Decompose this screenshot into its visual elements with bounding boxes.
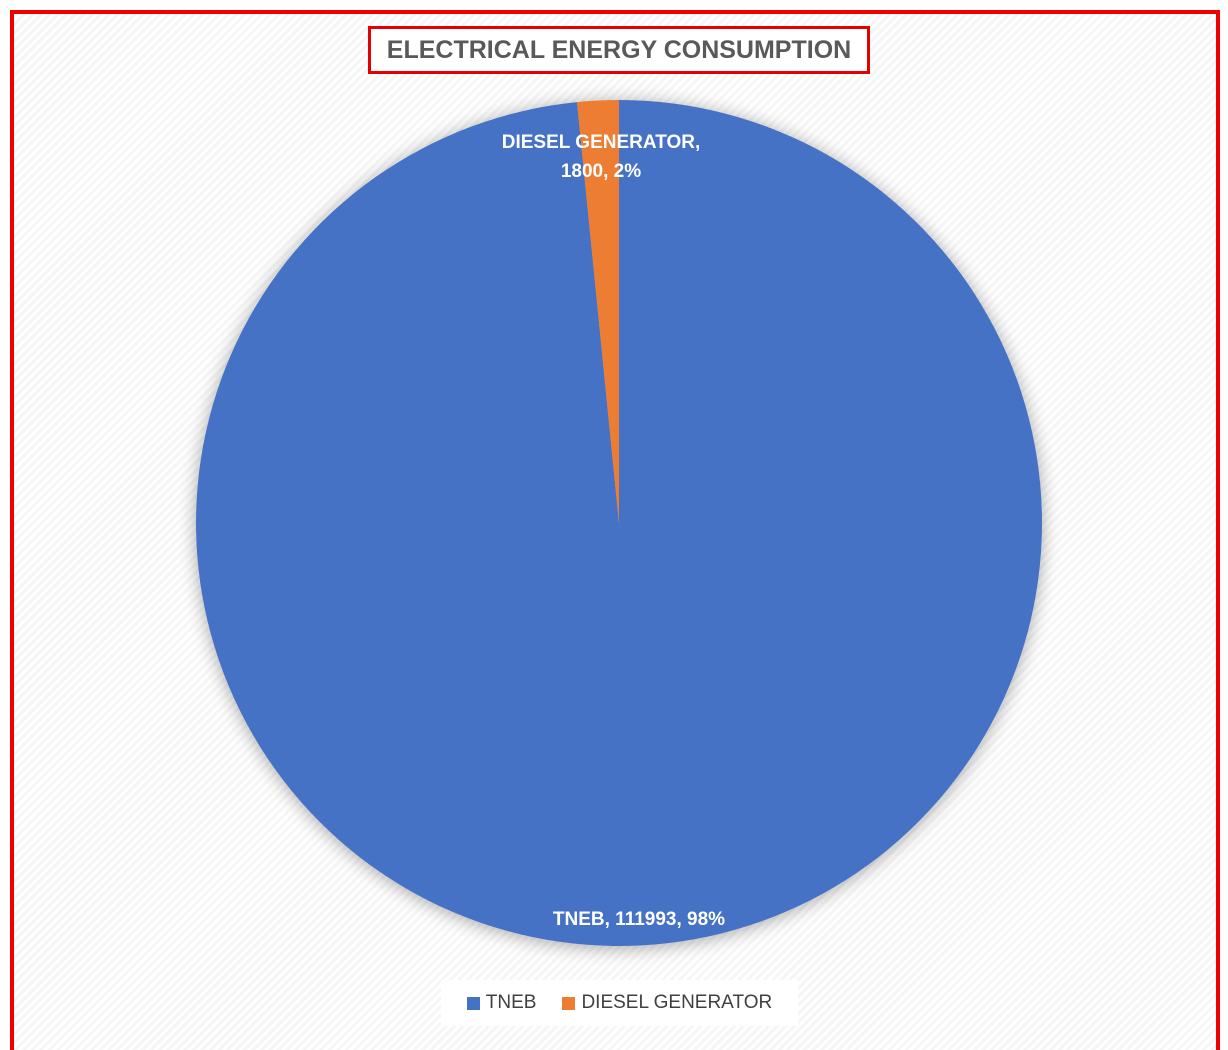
pie-slice-tneb [195,100,1042,946]
pie-data-labels: TNEB, 111993, 98% DIESEL GENERATOR, 1800, … [502,132,725,930]
legend-label-tneb: TNEB [485,992,537,1013]
data-label-tneb: TNEB, 111993, 98% [553,909,725,930]
legend-entry-tneb: TNEB [466,992,537,1014]
data-label-diesel-generator-line-2: 1800, 2% [561,161,641,182]
legend: TNEB DIESEL GENERATOR [441,980,798,1026]
chart-title: ELECTRICAL ENERGY CONSUMPTION [368,26,870,74]
data-label-diesel-generator-line-1: DIESEL GENERATOR, [502,132,700,153]
pie-slice-diesel-generator [577,100,619,523]
legend-entry-diesel-generator: DIESEL GENERATOR [562,992,772,1014]
pie-slices [195,100,1042,946]
legend-label-diesel-generator: DIESEL GENERATOR [581,992,773,1013]
legend-swatch-tneb [466,996,480,1010]
legend-swatch-diesel-generator [562,996,576,1010]
